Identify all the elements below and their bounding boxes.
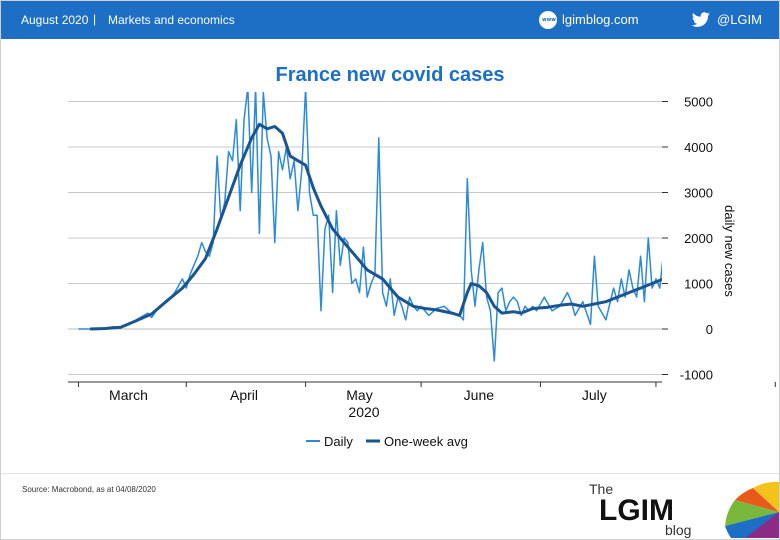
logo-lgim: LGIM: [599, 494, 674, 527]
lgim-blog-logo: The LGIM blog: [589, 481, 779, 538]
twitter-icon[interactable]: [691, 12, 711, 28]
legend-daily-label: Daily: [324, 434, 353, 449]
y-tick-label: 1000: [684, 277, 713, 292]
x-axis: March April May June July: [68, 381, 776, 403]
x-tick-label: May: [346, 387, 372, 403]
series-avg-line: [89, 122, 662, 331]
y-tick-label: 4000: [684, 140, 713, 155]
legend-avg-label: One-week avg: [384, 434, 468, 449]
logo-blog: blog: [665, 522, 691, 538]
series-daily-line: [78, 92, 662, 362]
website-link[interactable]: lgimblog.com: [562, 12, 639, 27]
grid-lines: [68, 101, 662, 375]
legend: Daily One-week avg: [306, 434, 468, 449]
y-tick-label: 2000: [684, 231, 713, 246]
x-tick-label: March: [109, 387, 148, 403]
header-date: August 2020: [21, 13, 89, 27]
y-axis-label: daily new cases: [722, 205, 737, 297]
y-axis-ticks: -1000 0 1000 2000 3000 4000 5000: [662, 95, 713, 383]
x-tick-label: July: [582, 387, 607, 403]
source-note: Source: Macrobond, as at 04/08/2020: [22, 485, 156, 494]
x-tick-label: April: [230, 387, 258, 403]
footer-divider: [1, 473, 779, 474]
y-tick-label: 5000: [684, 95, 713, 110]
twitter-handle-link[interactable]: @LGIM: [717, 12, 762, 27]
x-tick-label: June: [464, 387, 495, 403]
y-tick-label: 0: [706, 322, 713, 337]
series-group: [78, 92, 662, 362]
y-tick-label: 3000: [684, 186, 713, 201]
header-separator: |: [93, 12, 97, 26]
x-axis-label: 2020: [348, 404, 379, 420]
header-section-link[interactable]: Markets and economics: [108, 13, 235, 27]
web-icon: www: [539, 11, 557, 29]
logo-the: The: [589, 481, 613, 497]
umbrella-icon: [725, 481, 779, 538]
y-tick-label: -1000: [680, 368, 713, 383]
chart-title: France new covid cases: [275, 64, 504, 86]
header-bar: August 2020 | Markets and economics www …: [1, 1, 779, 39]
